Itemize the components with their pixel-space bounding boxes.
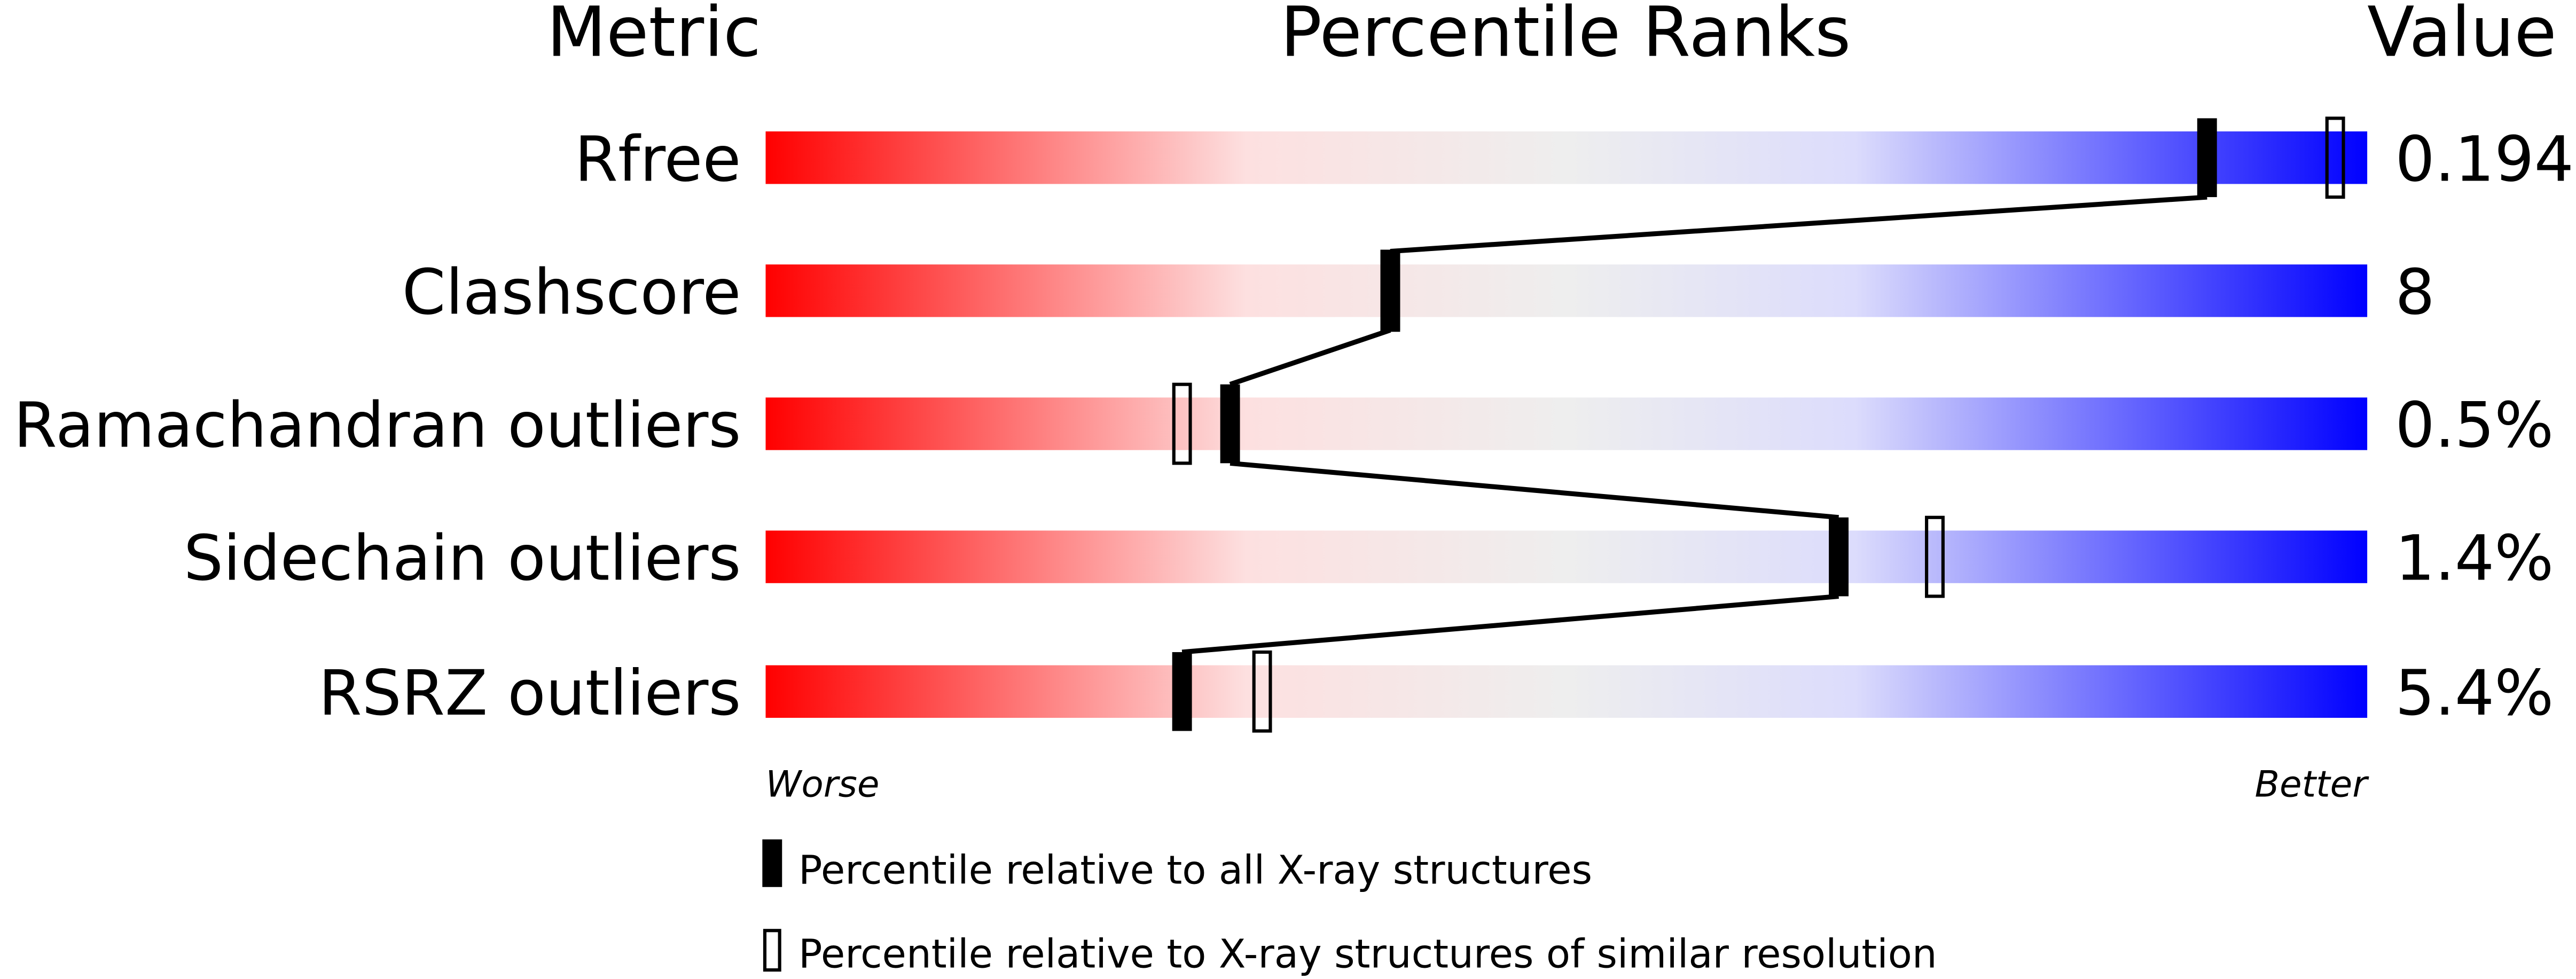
axis-label-better: Better — [2255, 763, 2370, 805]
header-metric: Metric — [547, 0, 762, 73]
marker-similar-resolution — [2325, 116, 2345, 199]
legend-filled-label: Percentile relative to all X-ray structu… — [798, 848, 1592, 894]
metric-label: Rfree — [575, 123, 741, 195]
connector-line — [1229, 327, 1391, 387]
percentile-bar — [765, 397, 2368, 450]
marker-all-structures — [1380, 251, 1400, 331]
percentile-bar — [765, 131, 2368, 184]
legend-hollow-marker — [763, 929, 781, 972]
marker-all-structures — [1172, 652, 1192, 731]
percentile-bar — [765, 665, 2368, 718]
metric-label: RSRZ outliers — [318, 657, 741, 730]
legend-hollow-label: Percentile relative to X-ray structures … — [798, 931, 1937, 977]
marker-similar-resolution — [1252, 650, 1272, 733]
metric-label: Sidechain outliers — [184, 522, 741, 595]
metric-value: 1.4% — [2395, 522, 2554, 595]
connector-line — [1390, 194, 2207, 254]
metric-value: 0.194 — [2395, 123, 2574, 195]
header-percentile: Percentile Ranks — [1280, 0, 1851, 73]
marker-all-structures — [2197, 118, 2217, 198]
percentile-bar — [765, 530, 2368, 583]
metric-value: 5.4% — [2395, 657, 2554, 730]
metric-label: Clashscore — [402, 256, 741, 328]
header-value: Value — [2367, 0, 2557, 73]
metric-value: 8 — [2395, 256, 2434, 328]
marker-similar-resolution — [1925, 515, 1945, 598]
connector-line — [1230, 460, 1839, 520]
metric-value: 0.5% — [2395, 389, 2554, 462]
marker-similar-resolution — [1172, 382, 1192, 465]
legend-filled-marker — [762, 839, 782, 887]
connector-line — [1181, 593, 1839, 655]
axis-label-worse: Worse — [765, 763, 879, 805]
metric-label: Ramachandran outliers — [13, 389, 741, 462]
marker-all-structures — [1220, 384, 1240, 464]
percentile-bar — [765, 264, 2368, 317]
marker-all-structures — [1829, 517, 1849, 597]
